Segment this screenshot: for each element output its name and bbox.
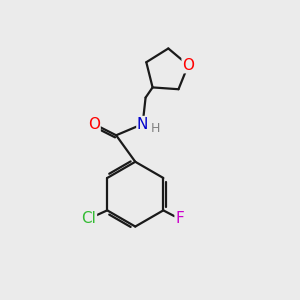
Text: N: N bbox=[137, 117, 148, 132]
Text: O: O bbox=[182, 58, 194, 73]
Text: H: H bbox=[150, 122, 160, 135]
Text: Cl: Cl bbox=[82, 211, 96, 226]
Text: O: O bbox=[88, 117, 100, 132]
Text: F: F bbox=[175, 211, 184, 226]
